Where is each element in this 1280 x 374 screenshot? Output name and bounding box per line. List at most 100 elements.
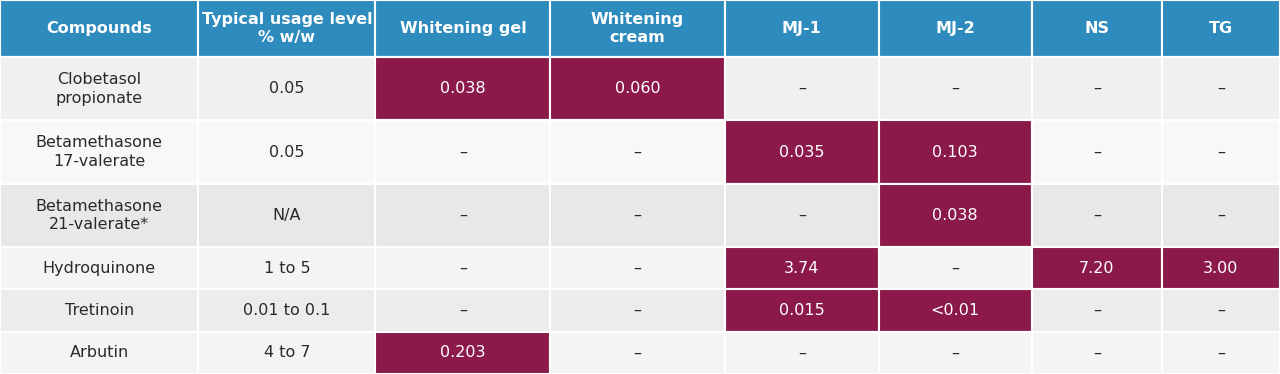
Bar: [1162, 332, 1280, 374]
Text: –: –: [634, 303, 641, 318]
Bar: [878, 57, 1032, 120]
Text: –: –: [797, 81, 806, 96]
Text: –: –: [951, 81, 959, 96]
Text: –: –: [634, 145, 641, 160]
Bar: [198, 332, 375, 374]
Bar: [0, 0, 198, 57]
Text: N/A: N/A: [273, 208, 301, 223]
Text: 0.05: 0.05: [269, 81, 305, 96]
Text: 3.74: 3.74: [785, 261, 819, 276]
Text: 0.103: 0.103: [932, 145, 978, 160]
Bar: [0, 332, 198, 374]
Text: Whitening
cream: Whitening cream: [591, 12, 685, 45]
Text: 0.060: 0.060: [614, 81, 660, 96]
Text: –: –: [1217, 145, 1225, 160]
Bar: [1162, 247, 1280, 289]
Text: –: –: [1217, 303, 1225, 318]
Text: –: –: [458, 145, 467, 160]
Bar: [0, 57, 198, 120]
Bar: [550, 184, 724, 247]
Bar: [724, 247, 878, 289]
Bar: [375, 332, 550, 374]
Text: 0.203: 0.203: [440, 345, 485, 361]
Bar: [724, 120, 878, 184]
Bar: [198, 57, 375, 120]
Bar: [198, 247, 375, 289]
Bar: [724, 57, 878, 120]
Text: –: –: [951, 261, 959, 276]
Text: MJ-2: MJ-2: [936, 21, 975, 36]
Bar: [1162, 120, 1280, 184]
Bar: [198, 0, 375, 57]
Bar: [1162, 184, 1280, 247]
Bar: [0, 120, 198, 184]
Text: <0.01: <0.01: [931, 303, 979, 318]
Bar: [375, 0, 550, 57]
Text: Betamethasone
21-valerate*: Betamethasone 21-valerate*: [36, 199, 163, 232]
Bar: [1162, 57, 1280, 120]
Bar: [878, 332, 1032, 374]
Text: TG: TG: [1208, 21, 1233, 36]
Text: –: –: [1093, 208, 1101, 223]
Text: NS: NS: [1084, 21, 1110, 36]
Text: Whitening gel: Whitening gel: [399, 21, 526, 36]
Text: –: –: [951, 345, 959, 361]
Bar: [550, 289, 724, 332]
Text: 0.038: 0.038: [440, 81, 485, 96]
Bar: [0, 247, 198, 289]
Text: –: –: [458, 208, 467, 223]
Bar: [1162, 289, 1280, 332]
Bar: [1032, 184, 1162, 247]
Bar: [375, 289, 550, 332]
Text: 0.05: 0.05: [269, 145, 305, 160]
Bar: [550, 0, 724, 57]
Text: 0.035: 0.035: [780, 145, 824, 160]
Bar: [878, 0, 1032, 57]
Bar: [550, 57, 724, 120]
Text: –: –: [458, 261, 467, 276]
Text: 4 to 7: 4 to 7: [264, 345, 310, 361]
Bar: [878, 289, 1032, 332]
Bar: [724, 332, 878, 374]
Text: –: –: [1217, 81, 1225, 96]
Bar: [724, 184, 878, 247]
Text: 0.01 to 0.1: 0.01 to 0.1: [243, 303, 330, 318]
Bar: [375, 184, 550, 247]
Bar: [198, 120, 375, 184]
Text: –: –: [634, 208, 641, 223]
Bar: [878, 184, 1032, 247]
Bar: [1032, 0, 1162, 57]
Text: 3.00: 3.00: [1203, 261, 1239, 276]
Bar: [198, 289, 375, 332]
Bar: [1162, 0, 1280, 57]
Bar: [878, 247, 1032, 289]
Bar: [1032, 332, 1162, 374]
Text: MJ-1: MJ-1: [782, 21, 822, 36]
Bar: [878, 120, 1032, 184]
Bar: [724, 0, 878, 57]
Text: –: –: [1093, 145, 1101, 160]
Text: 0.038: 0.038: [932, 208, 978, 223]
Text: –: –: [1093, 81, 1101, 96]
Text: –: –: [634, 345, 641, 361]
Text: Arbutin: Arbutin: [69, 345, 129, 361]
Text: 0.015: 0.015: [780, 303, 824, 318]
Text: 7.20: 7.20: [1079, 261, 1115, 276]
Text: Typical usage level
% w/w: Typical usage level % w/w: [202, 12, 372, 45]
Bar: [0, 289, 198, 332]
Text: 1 to 5: 1 to 5: [264, 261, 310, 276]
Text: –: –: [634, 261, 641, 276]
Bar: [550, 120, 724, 184]
Text: –: –: [1217, 208, 1225, 223]
Bar: [198, 184, 375, 247]
Text: –: –: [1217, 345, 1225, 361]
Text: Compounds: Compounds: [46, 21, 152, 36]
Bar: [375, 247, 550, 289]
Bar: [550, 332, 724, 374]
Bar: [1032, 289, 1162, 332]
Text: –: –: [458, 303, 467, 318]
Bar: [1032, 247, 1162, 289]
Text: Tretinoin: Tretinoin: [64, 303, 134, 318]
Text: Clobetasol
propionate: Clobetasol propionate: [55, 72, 143, 105]
Bar: [1032, 120, 1162, 184]
